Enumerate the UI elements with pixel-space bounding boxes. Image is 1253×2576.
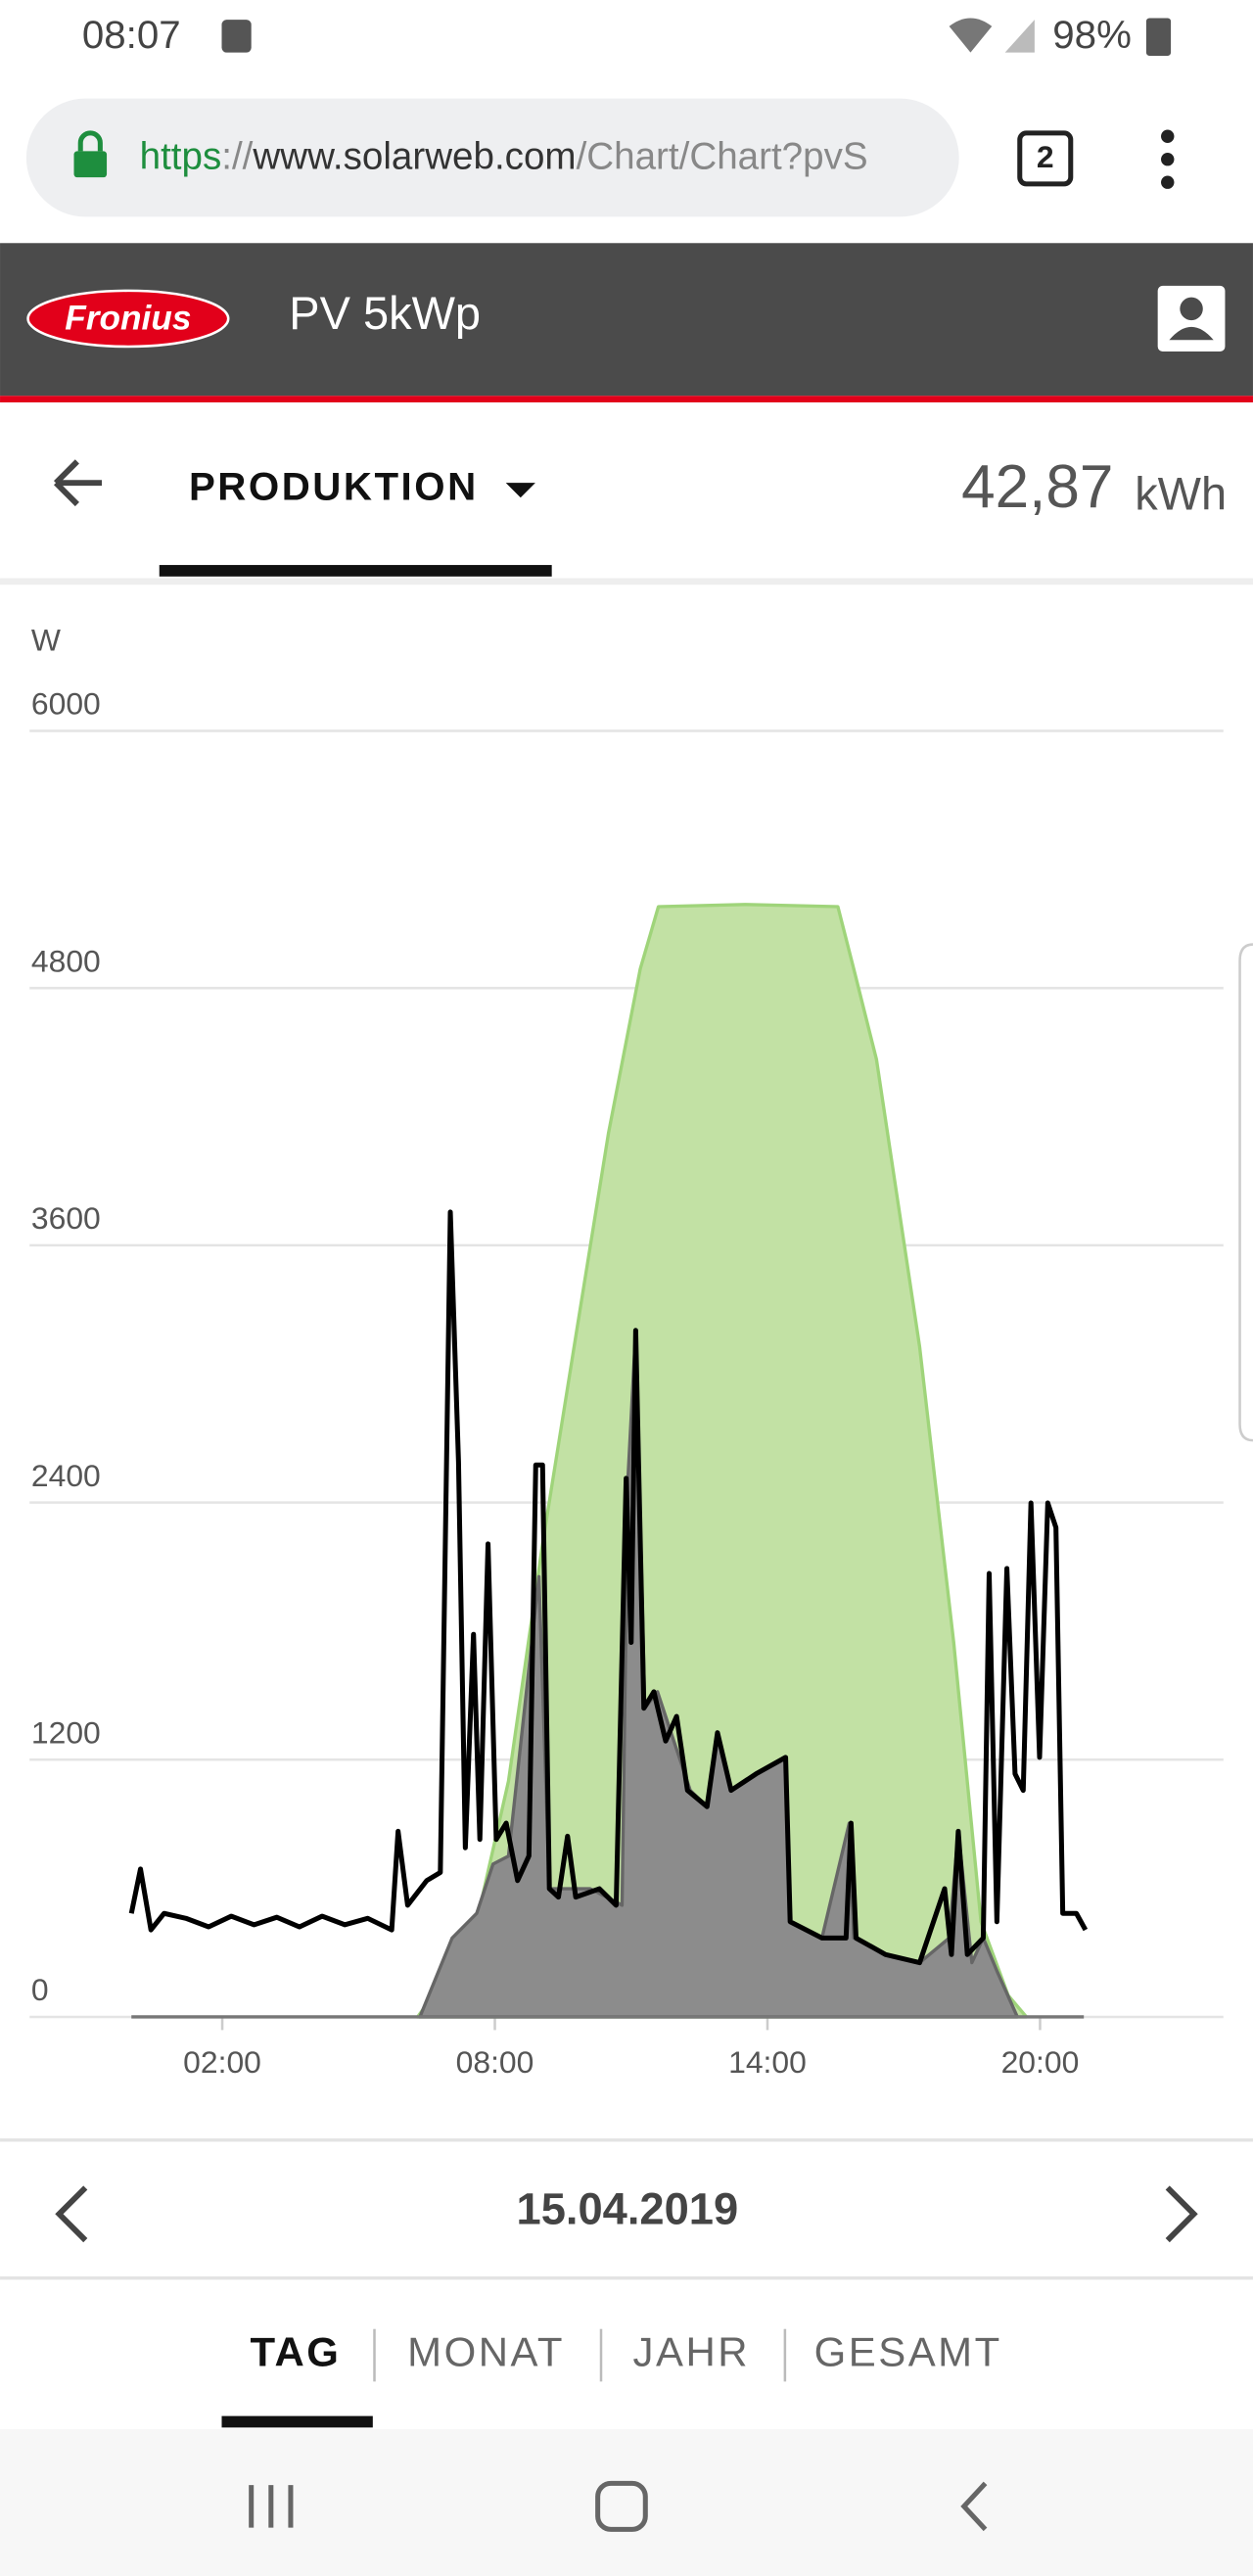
- url-scheme: https: [140, 136, 222, 178]
- tab-count: 2: [1037, 139, 1054, 174]
- nav-bar: [0, 2429, 1253, 2576]
- lock-icon: [73, 151, 108, 178]
- y-tick-label: 3600: [31, 1200, 101, 1236]
- dropdown-icon: [505, 483, 535, 498]
- signal-icon: [1004, 20, 1035, 53]
- notification-icon: [221, 20, 252, 53]
- period-tabs: TAG MONAT JAHR GESAMT: [221, 2329, 1002, 2428]
- plot: 0 1200 2400 3600 4800 6000 02:00 08:00 14:00 20:0…: [29, 686, 1224, 2080]
- view-selector[interactable]: PRODUKTION: [189, 465, 479, 509]
- next-date[interactable]: [1165, 2185, 1198, 2243]
- period-tab[interactable]: GESAMT: [814, 2329, 1002, 2375]
- y-tick-label: 4800: [31, 943, 101, 978]
- toolbar-shadow: [0, 578, 1253, 585]
- logo[interactable]: [26, 289, 230, 349]
- user-body: [1169, 326, 1214, 341]
- recents-button[interactable]: [249, 2485, 294, 2528]
- wifi-icon: [949, 18, 993, 53]
- prev-date[interactable]: [55, 2185, 88, 2243]
- url: https://www.solarweb.com/Chart/Chart?pvS: [140, 136, 868, 178]
- tabs-button[interactable]: [1017, 130, 1074, 187]
- divider: [0, 2138, 1253, 2142]
- side-handle[interactable]: [1238, 943, 1253, 1442]
- tab-underline: [221, 2415, 373, 2428]
- period-tab[interactable]: JAHR: [632, 2329, 750, 2375]
- header-title: PV 5kWp: [289, 287, 481, 339]
- home-button[interactable]: [595, 2480, 648, 2532]
- x-tick-label: 14:00: [728, 2044, 807, 2080]
- system-back-button[interactable]: [960, 2481, 988, 2532]
- period-tab[interactable]: TAG: [251, 2329, 342, 2375]
- total-unit: kWh: [1135, 468, 1227, 520]
- x-tick-label: 08:00: [456, 2044, 534, 2080]
- x-tick-label: 02:00: [183, 2044, 261, 2080]
- y-tick-label: 1200: [31, 1715, 101, 1751]
- url-separator: ://: [221, 136, 253, 178]
- divider: [0, 2276, 1253, 2280]
- nav-buttons: [249, 2480, 988, 2532]
- x-tick-label: 20:00: [1001, 2044, 1080, 2080]
- y-tick-label: 6000: [31, 686, 101, 722]
- battery-icon: [1145, 18, 1172, 57]
- menu-button[interactable]: [1161, 129, 1175, 189]
- y-tick-label: 0: [31, 1972, 49, 2007]
- status-battery: 98%: [1052, 13, 1132, 57]
- url-path: /Chart/Chart?pvS: [577, 136, 868, 178]
- url-host: www.solarweb.com: [252, 136, 576, 178]
- back-button[interactable]: [53, 459, 103, 507]
- line: [128, 1209, 1089, 1966]
- url-bar[interactable]: [25, 98, 959, 217]
- period-tab[interactable]: MONAT: [407, 2329, 565, 2375]
- user-head: [1180, 297, 1203, 321]
- y-axis-label: W: [31, 622, 61, 657]
- view-underline: [159, 565, 552, 577]
- y-tick-label: 2400: [31, 1458, 101, 1493]
- lock-shackle: [77, 130, 103, 152]
- total-value: 42,87: [961, 453, 1113, 521]
- logo-text: Fronius: [65, 299, 191, 337]
- status-time: 08:07: [82, 13, 181, 57]
- date: 15.04.2019: [517, 2184, 739, 2234]
- header-accent: [0, 396, 1253, 402]
